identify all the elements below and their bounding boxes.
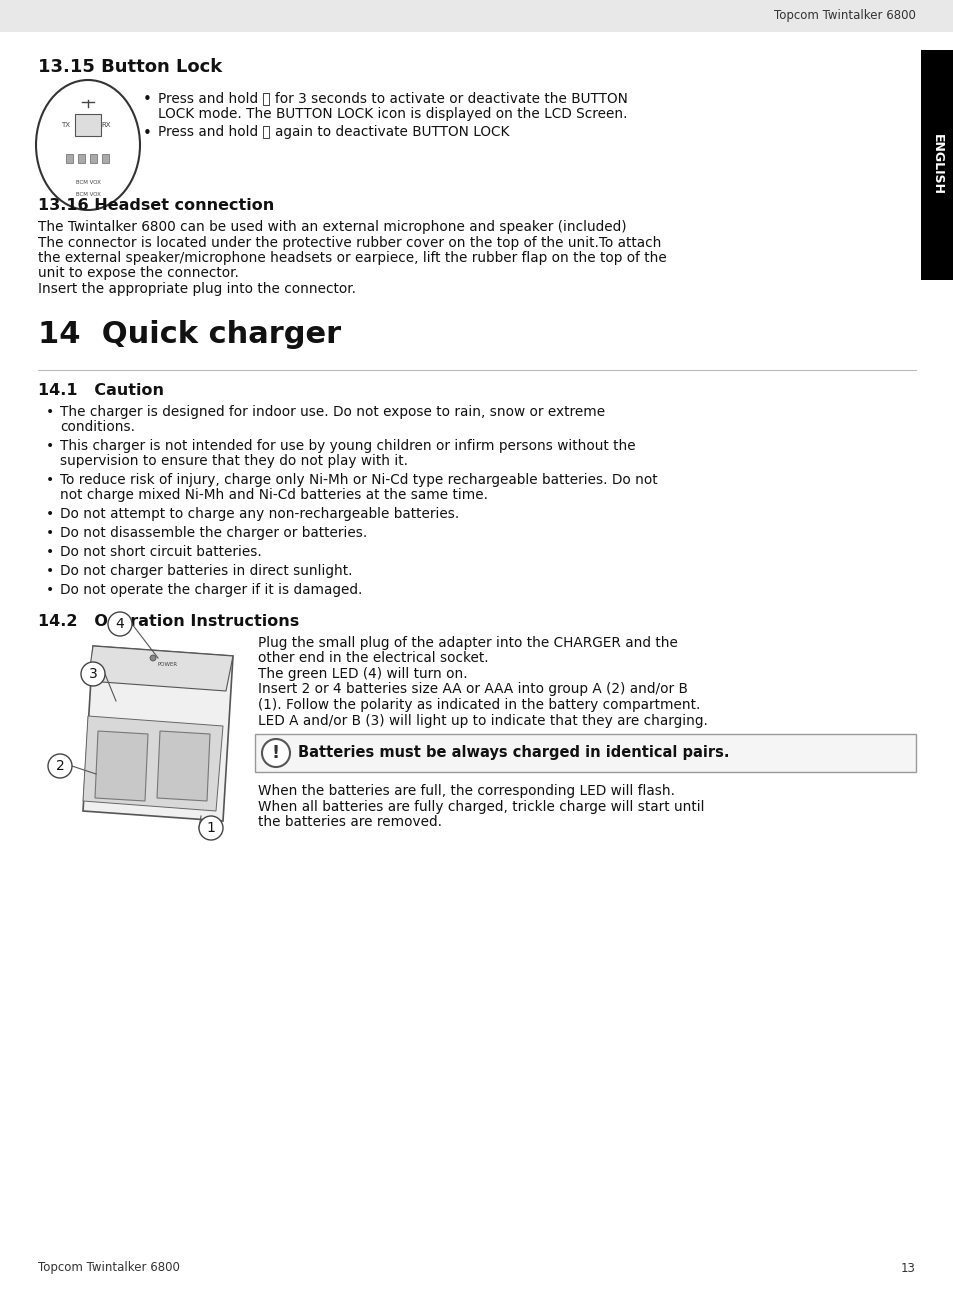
Text: Do not charger batteries in direct sunlight.: Do not charger batteries in direct sunli… <box>60 565 352 577</box>
FancyBboxPatch shape <box>75 113 101 137</box>
Text: •: • <box>46 583 54 597</box>
Text: 1: 1 <box>207 821 215 835</box>
Text: •: • <box>46 405 54 419</box>
Text: BCM VOX: BCM VOX <box>75 180 100 186</box>
Circle shape <box>108 612 132 635</box>
FancyBboxPatch shape <box>254 733 915 772</box>
Text: Topcom Twintalker 6800: Topcom Twintalker 6800 <box>773 9 915 22</box>
Text: Press and hold ⓧ for 3 seconds to activate or deactivate the BUTTON: Press and hold ⓧ for 3 seconds to activa… <box>158 92 627 104</box>
Text: When the batteries are full, the corresponding LED will flash.: When the batteries are full, the corresp… <box>257 784 675 798</box>
Text: LOCK mode. The BUTTON LOCK icon is displayed on the LCD Screen.: LOCK mode. The BUTTON LOCK icon is displ… <box>158 107 627 121</box>
Text: BCM VOX: BCM VOX <box>75 192 100 197</box>
Text: The Twintalker 6800 can be used with an external microphone and speaker (include: The Twintalker 6800 can be used with an … <box>38 220 626 235</box>
Text: Insert 2 or 4 batteries size AA or AAA into group A (2) and/or B: Insert 2 or 4 batteries size AA or AAA i… <box>257 682 687 696</box>
Text: RX: RX <box>101 122 111 128</box>
Text: When all batteries are fully charged, trickle charge will start until: When all batteries are fully charged, tr… <box>257 799 703 813</box>
Circle shape <box>150 655 156 661</box>
Text: the external speaker/microphone headsets or earpiece, lift the rubber flap on th: the external speaker/microphone headsets… <box>38 251 666 266</box>
Text: •: • <box>46 526 54 540</box>
Bar <box>66 153 73 162</box>
Text: 3: 3 <box>89 666 97 681</box>
Text: •: • <box>46 473 54 487</box>
Text: •: • <box>143 92 152 107</box>
Text: conditions.: conditions. <box>60 420 135 434</box>
Text: POWER: POWER <box>158 661 178 666</box>
Text: Insert the appropriate plug into the connector.: Insert the appropriate plug into the con… <box>38 282 355 296</box>
Circle shape <box>81 663 105 686</box>
Text: Plug the small plug of the adapter into the CHARGER and the: Plug the small plug of the adapter into … <box>257 635 678 650</box>
Bar <box>920 50 953 280</box>
Text: 14  Quick charger: 14 Quick charger <box>38 320 341 349</box>
Text: This charger is not intended for use by young children or infirm persons without: This charger is not intended for use by … <box>60 440 635 452</box>
Text: •: • <box>46 440 54 452</box>
Text: 13.15 Button Lock: 13.15 Button Lock <box>38 58 222 76</box>
Text: the batteries are removed.: the batteries are removed. <box>257 815 441 829</box>
Polygon shape <box>88 646 233 691</box>
Text: Do not short circuit batteries.: Do not short circuit batteries. <box>60 545 261 559</box>
Text: To reduce risk of injury, charge only Ni-Mh or Ni-Cd type rechargeable batteries: To reduce risk of injury, charge only Ni… <box>60 473 657 487</box>
Text: 14.1   Caution: 14.1 Caution <box>38 383 164 398</box>
Text: The connector is located under the protective rubber cover on the top of the uni: The connector is located under the prote… <box>38 236 660 250</box>
Text: TX: TX <box>61 122 71 128</box>
Text: !: ! <box>272 744 280 762</box>
Text: Press and hold ⓧ again to deactivate BUTTON LOCK: Press and hold ⓧ again to deactivate BUT… <box>158 125 509 139</box>
Polygon shape <box>95 731 148 800</box>
Text: Do not disassemble the charger or batteries.: Do not disassemble the charger or batter… <box>60 526 367 540</box>
Bar <box>90 153 97 162</box>
Circle shape <box>262 739 290 767</box>
Text: Do not attempt to charge any non-rechargeable batteries.: Do not attempt to charge any non-recharg… <box>60 507 458 521</box>
Text: •: • <box>143 126 152 141</box>
Bar <box>78 153 85 162</box>
Polygon shape <box>83 715 223 811</box>
Text: other end in the electrical socket.: other end in the electrical socket. <box>257 651 488 665</box>
Text: LED A and/or B (3) will light up to indicate that they are charging.: LED A and/or B (3) will light up to indi… <box>257 714 707 727</box>
Text: 2: 2 <box>55 759 64 773</box>
Text: Batteries must be always charged in identical pairs.: Batteries must be always charged in iden… <box>297 745 729 761</box>
Ellipse shape <box>36 80 140 210</box>
Circle shape <box>199 816 223 840</box>
Text: •: • <box>46 507 54 521</box>
Polygon shape <box>83 646 233 821</box>
Text: 13.16 Headset connection: 13.16 Headset connection <box>38 199 274 213</box>
Circle shape <box>48 754 71 779</box>
Text: •: • <box>46 565 54 577</box>
Polygon shape <box>157 731 210 800</box>
Text: 13: 13 <box>901 1262 915 1275</box>
Text: The green LED (4) will turn on.: The green LED (4) will turn on. <box>257 666 467 681</box>
Text: unit to expose the connector.: unit to expose the connector. <box>38 267 238 281</box>
Text: Do not operate the charger if it is damaged.: Do not operate the charger if it is dama… <box>60 583 362 597</box>
Bar <box>0 0 953 32</box>
Text: supervision to ensure that they do not play with it.: supervision to ensure that they do not p… <box>60 454 408 468</box>
Text: (1). Follow the polarity as indicated in the battery compartment.: (1). Follow the polarity as indicated in… <box>257 699 700 712</box>
Text: not charge mixed Ni-Mh and Ni-Cd batteries at the same time.: not charge mixed Ni-Mh and Ni-Cd batteri… <box>60 489 488 501</box>
Bar <box>102 153 109 162</box>
Text: 4: 4 <box>115 617 124 632</box>
Text: ENGLISH: ENGLISH <box>930 134 943 196</box>
Text: The charger is designed for indoor use. Do not expose to rain, snow or extreme: The charger is designed for indoor use. … <box>60 405 604 419</box>
Text: Topcom Twintalker 6800: Topcom Twintalker 6800 <box>38 1262 180 1275</box>
Text: 14.2   Operation Instructions: 14.2 Operation Instructions <box>38 614 299 629</box>
Text: •: • <box>46 545 54 559</box>
